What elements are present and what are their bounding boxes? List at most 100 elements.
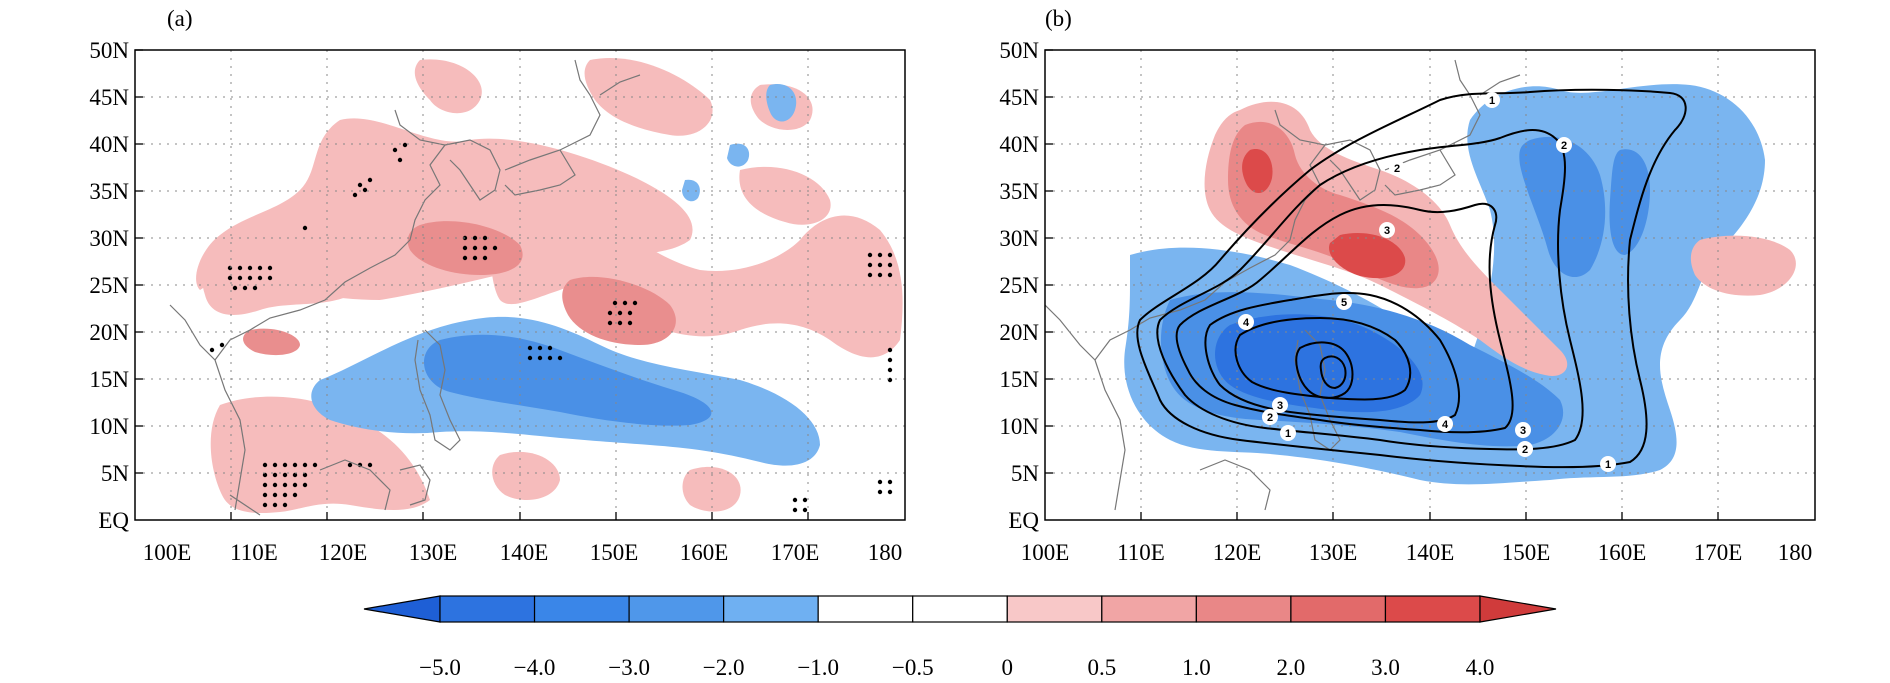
- contour-1: [1136, 88, 1687, 469]
- svg-text:2: 2: [1561, 140, 1567, 152]
- colorbar-label: 4.0: [1466, 655, 1495, 680]
- svg-text:1: 1: [1285, 428, 1291, 440]
- colorbar-swatch: [723, 595, 819, 623]
- lat-tick-label: 5N: [101, 461, 130, 486]
- svg-text:4: 4: [1442, 419, 1449, 431]
- contour-7: [1319, 355, 1347, 390]
- colorbar-label: −1.0: [797, 655, 839, 680]
- colorbar-swatch: [1195, 595, 1292, 623]
- contour-label: 4: [1238, 314, 1254, 330]
- panel-b-label: (b): [1045, 6, 1072, 31]
- panel-b-positive-core: [1242, 149, 1406, 279]
- lon-tick-label: 160E: [1598, 540, 1647, 565]
- lon-tick-label: 110E: [1117, 540, 1165, 565]
- svg-text:5: 5: [1341, 297, 1347, 309]
- lat-tick-label: 35N: [89, 179, 129, 204]
- lat-tick-label: 15N: [89, 367, 129, 392]
- svg-text:2: 2: [1394, 163, 1400, 175]
- colorbar-label: 2.0: [1277, 655, 1306, 680]
- svg-text:1: 1: [1489, 95, 1495, 107]
- svg-text:3: 3: [1384, 225, 1390, 237]
- colorbar-swatch: [1006, 595, 1103, 623]
- svg-text:3: 3: [1277, 400, 1283, 412]
- colorbar-swatch: [1101, 595, 1197, 623]
- panel-b-tick-marks: [1045, 49, 1719, 520]
- contour-label: 4: [1437, 416, 1453, 432]
- panel-b: (b): [999, 6, 1816, 565]
- lat-tick-label: 25N: [89, 273, 129, 298]
- lon-tick-label: 100E: [143, 540, 192, 565]
- colorbar-swatches: [363, 595, 1557, 623]
- contour-label: 5: [1336, 294, 1352, 310]
- svg-text:1: 1: [1605, 459, 1611, 471]
- lon-tick-label: 150E: [590, 540, 639, 565]
- lon-tick-label: 120E: [1213, 540, 1262, 565]
- panel-a-lon-labels: 100E 110E 120E 130E 140E 150E 160E 170E …: [143, 540, 903, 565]
- contour-label: 2: [1262, 409, 1278, 425]
- colorbar-label: 3.0: [1371, 655, 1400, 680]
- lon-tick-label: 120E: [319, 540, 368, 565]
- colorbar-swatch: [628, 595, 725, 623]
- svg-text:2: 2: [1522, 444, 1528, 456]
- lon-tick-label: 140E: [1406, 540, 1455, 565]
- lat-tick-label: 10N: [89, 414, 129, 439]
- panel-a-label: (a): [167, 6, 193, 31]
- panel-b-contour-labels: 1 2 3 4 5 3 4 2 1 1 2 3 2: [1238, 92, 1616, 472]
- colorbar-label: −5.0: [419, 655, 461, 680]
- lat-tick-label: EQ: [98, 508, 129, 533]
- contour-6: [1295, 341, 1354, 399]
- lon-tick-label: 130E: [409, 540, 458, 565]
- lon-tick-label: 110E: [230, 540, 278, 565]
- lon-tick-label: 180: [1778, 540, 1813, 565]
- svg-text:3: 3: [1520, 425, 1526, 437]
- colorbar-label: 0: [1002, 655, 1014, 680]
- panel-b-lat-labels: 50N 45N 40N 35N 30N 25N 20N 15N 10N 5N E…: [999, 38, 1039, 533]
- lat-tick-label: 20N: [89, 320, 129, 345]
- lat-tick-label: 5N: [1011, 461, 1040, 486]
- contour-label: 1: [1484, 92, 1500, 108]
- panel-a-negative-core: [423, 334, 712, 426]
- lat-tick-label: 15N: [999, 367, 1039, 392]
- lat-tick-label: 35N: [999, 179, 1039, 204]
- lon-tick-label: 170E: [1694, 540, 1743, 565]
- contour-5: [1234, 316, 1412, 401]
- panel-a: (a): [89, 6, 906, 565]
- lat-tick-label: 10N: [999, 414, 1039, 439]
- panel-a-map: [135, 50, 905, 520]
- panel-a-tick-marks: [135, 49, 809, 520]
- lat-tick-label: 50N: [89, 38, 129, 63]
- lat-tick-label: 40N: [999, 132, 1039, 157]
- lon-tick-label: 180: [868, 540, 903, 565]
- panel-a-coastlines: [169, 59, 641, 516]
- contour-label: 2: [1389, 160, 1405, 176]
- colorbar-swatch: [439, 595, 536, 623]
- lat-tick-label: 30N: [89, 226, 129, 251]
- lon-tick-label: 130E: [1309, 540, 1358, 565]
- colorbar-swatch: [912, 595, 1008, 623]
- colorbar-swatch: [817, 595, 914, 623]
- colorbar-swatch: [1290, 595, 1387, 623]
- lat-tick-label: 40N: [89, 132, 129, 157]
- contour-4: [1204, 291, 1461, 424]
- panel-a-significance-dots: [209, 142, 893, 513]
- lon-tick-label: 160E: [680, 540, 729, 565]
- colorbar-arrow-right: [1479, 595, 1557, 623]
- lon-tick-label: 100E: [1021, 540, 1070, 565]
- panel-a-gridlines: [135, 50, 905, 520]
- colorbar-label: −2.0: [703, 655, 745, 680]
- lat-tick-label: 45N: [999, 85, 1039, 110]
- colorbar-label: −3.0: [608, 655, 650, 680]
- colorbar-swatch: [1384, 595, 1481, 623]
- contour-label: 2: [1517, 441, 1533, 457]
- svg-text:2: 2: [1267, 412, 1273, 424]
- colorbar-label: −4.0: [514, 655, 556, 680]
- panel-b-map: 1 2 3 4 5 3 4 2 1 1 2 3 2: [1045, 50, 1815, 520]
- panel-a-lat-labels: 50N 45N 40N 35N 30N 25N 20N 15N 10N 5N E…: [89, 38, 129, 533]
- lat-tick-label: 25N: [999, 273, 1039, 298]
- colorbar-labels: −5.0 −4.0 −3.0 −2.0 −1.0 −0.5 0 0.5 1.0 2.0 3.0 4.0: [419, 655, 1494, 680]
- colorbar-swatch: [533, 595, 630, 623]
- contour-label: 3: [1515, 422, 1531, 438]
- contour-label: 1: [1280, 425, 1296, 441]
- contour-3: [1175, 202, 1514, 434]
